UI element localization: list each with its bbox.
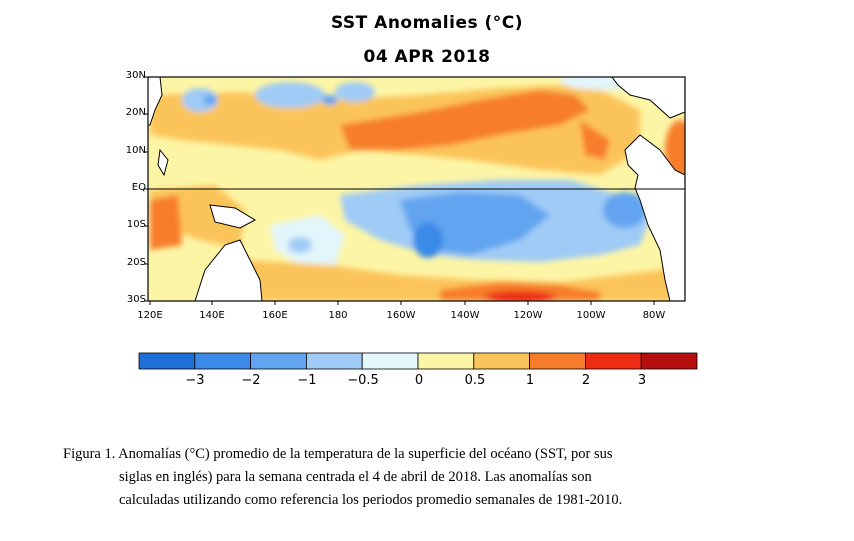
lon-label: 80W	[642, 310, 666, 321]
colorbar-label: 0.5	[464, 373, 486, 388]
colorbar-swatch	[473, 352, 530, 370]
lon-label: 140E	[199, 310, 225, 321]
lat-label: 10N	[125, 145, 146, 156]
colorbar-label: 2	[581, 373, 591, 388]
lon-label: 120W	[513, 310, 543, 321]
colorbar-swatch	[250, 352, 307, 370]
map-title: SST Anomalies (°C)	[330, 13, 524, 33]
colorbar-swatch	[529, 352, 586, 370]
lat-label: 20S	[126, 257, 146, 268]
colorbar-label: −3	[185, 373, 205, 388]
colorbar-label: 3	[637, 373, 647, 388]
sst-anomaly-map	[138, 76, 698, 370]
colorbar	[138, 352, 698, 370]
axis-ticks	[144, 76, 655, 305]
caption-line: siglas en inglés) para la semana centrad…	[119, 469, 592, 485]
colorbar-swatch	[305, 352, 363, 370]
colorbar-swatch	[585, 352, 642, 370]
figure-caption: Figura 1. Anomalías (°C) promedio de la …	[63, 443, 803, 512]
colorbar-label: −2	[241, 373, 261, 388]
lon-label: 140W	[450, 310, 480, 321]
colorbar-label: 0	[414, 373, 424, 388]
caption-line: Figura 1. Anomalías (°C) promedio de la …	[63, 446, 613, 462]
colorbar-label: −0.5	[347, 373, 379, 388]
colorbar-swatch	[361, 352, 419, 370]
lat-label: 30N	[125, 70, 146, 81]
lon-label: 160E	[262, 310, 288, 321]
lat-label: 20N	[125, 107, 146, 118]
lat-label: 10S	[126, 219, 146, 230]
lat-label: EQ	[131, 182, 146, 193]
colorbar-swatch	[640, 352, 698, 370]
lon-label: 100W	[576, 310, 606, 321]
map-date: 04 APR 2018	[363, 47, 491, 67]
colorbar-label: −1	[297, 373, 317, 388]
lon-label: 180	[328, 310, 348, 321]
lon-label: 120E	[137, 310, 163, 321]
land-masses	[148, 77, 685, 301]
colorbar-swatch	[194, 352, 252, 370]
colorbar-swatch	[138, 352, 196, 370]
colorbar-label: 1	[525, 373, 535, 388]
lon-label: 160W	[386, 310, 416, 321]
lat-label: 30S	[126, 294, 146, 305]
colorbar-swatch	[417, 352, 475, 370]
caption-line: calculadas utilizando como referencia lo…	[119, 492, 623, 508]
